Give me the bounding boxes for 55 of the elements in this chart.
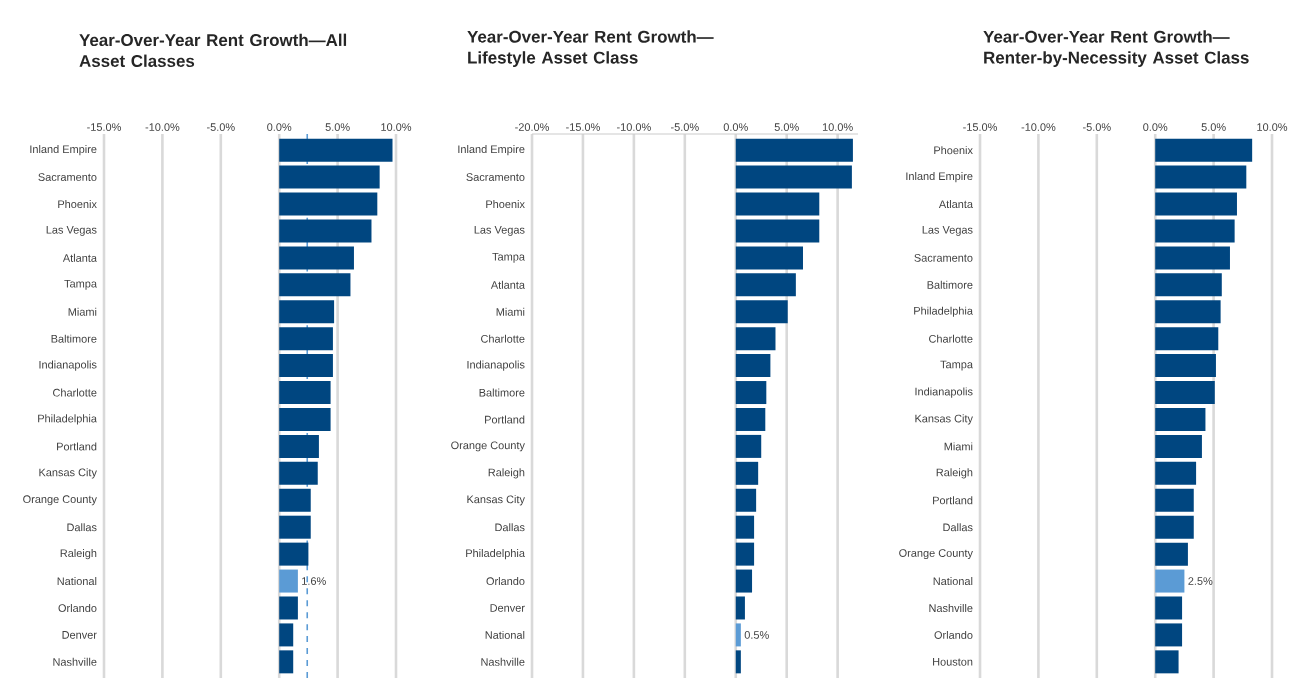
bar xyxy=(1155,515,1194,539)
bar xyxy=(735,138,853,162)
bar xyxy=(279,300,335,324)
bar xyxy=(735,381,767,405)
bar xyxy=(735,623,741,647)
bar xyxy=(1155,461,1197,485)
bar xyxy=(1155,327,1219,351)
bar xyxy=(735,650,741,674)
bar xyxy=(1155,596,1183,620)
bar xyxy=(279,165,380,189)
bar xyxy=(279,407,331,431)
bar xyxy=(279,434,319,458)
bar xyxy=(735,488,757,512)
bar xyxy=(1155,138,1253,162)
bar xyxy=(279,461,318,485)
bar xyxy=(1155,434,1202,458)
bar xyxy=(1155,623,1183,647)
bar xyxy=(1155,650,1179,674)
bar xyxy=(279,273,351,297)
bar xyxy=(279,246,354,270)
bar xyxy=(1155,569,1185,593)
bar xyxy=(279,515,311,539)
bar xyxy=(279,650,294,674)
bar xyxy=(279,569,298,593)
bar xyxy=(279,542,309,566)
bar xyxy=(1155,300,1221,324)
bar xyxy=(279,327,333,351)
bar xyxy=(1155,354,1216,378)
bar xyxy=(279,138,393,162)
bar xyxy=(279,381,331,405)
bar xyxy=(735,300,788,324)
bar xyxy=(279,623,294,647)
bar xyxy=(735,327,776,351)
chart-title: Year-Over-Year Rent Growth—Lifestyle Asset Class xyxy=(467,30,714,67)
bar xyxy=(1155,273,1222,297)
bar xyxy=(735,273,796,297)
bar xyxy=(735,246,803,270)
bar xyxy=(735,515,755,539)
bar xyxy=(1155,542,1188,566)
bar xyxy=(735,407,766,431)
bar xyxy=(735,542,755,566)
bar xyxy=(1155,165,1247,189)
bar xyxy=(1155,488,1194,512)
bar xyxy=(735,165,852,189)
bar xyxy=(1155,407,1206,431)
bar xyxy=(1155,381,1215,405)
bar xyxy=(735,461,759,485)
bar xyxy=(735,434,762,458)
chart-title: Year-Over-Year Rent Growth—All Asset Classes xyxy=(79,33,347,67)
chart-title: Year-Over-Year Rent Growth—Renter-by-Necessity Asset Class xyxy=(983,30,1249,67)
bar xyxy=(735,354,771,378)
bar xyxy=(1155,246,1230,270)
bar xyxy=(279,488,311,512)
bar xyxy=(279,596,298,620)
bar xyxy=(279,354,333,378)
